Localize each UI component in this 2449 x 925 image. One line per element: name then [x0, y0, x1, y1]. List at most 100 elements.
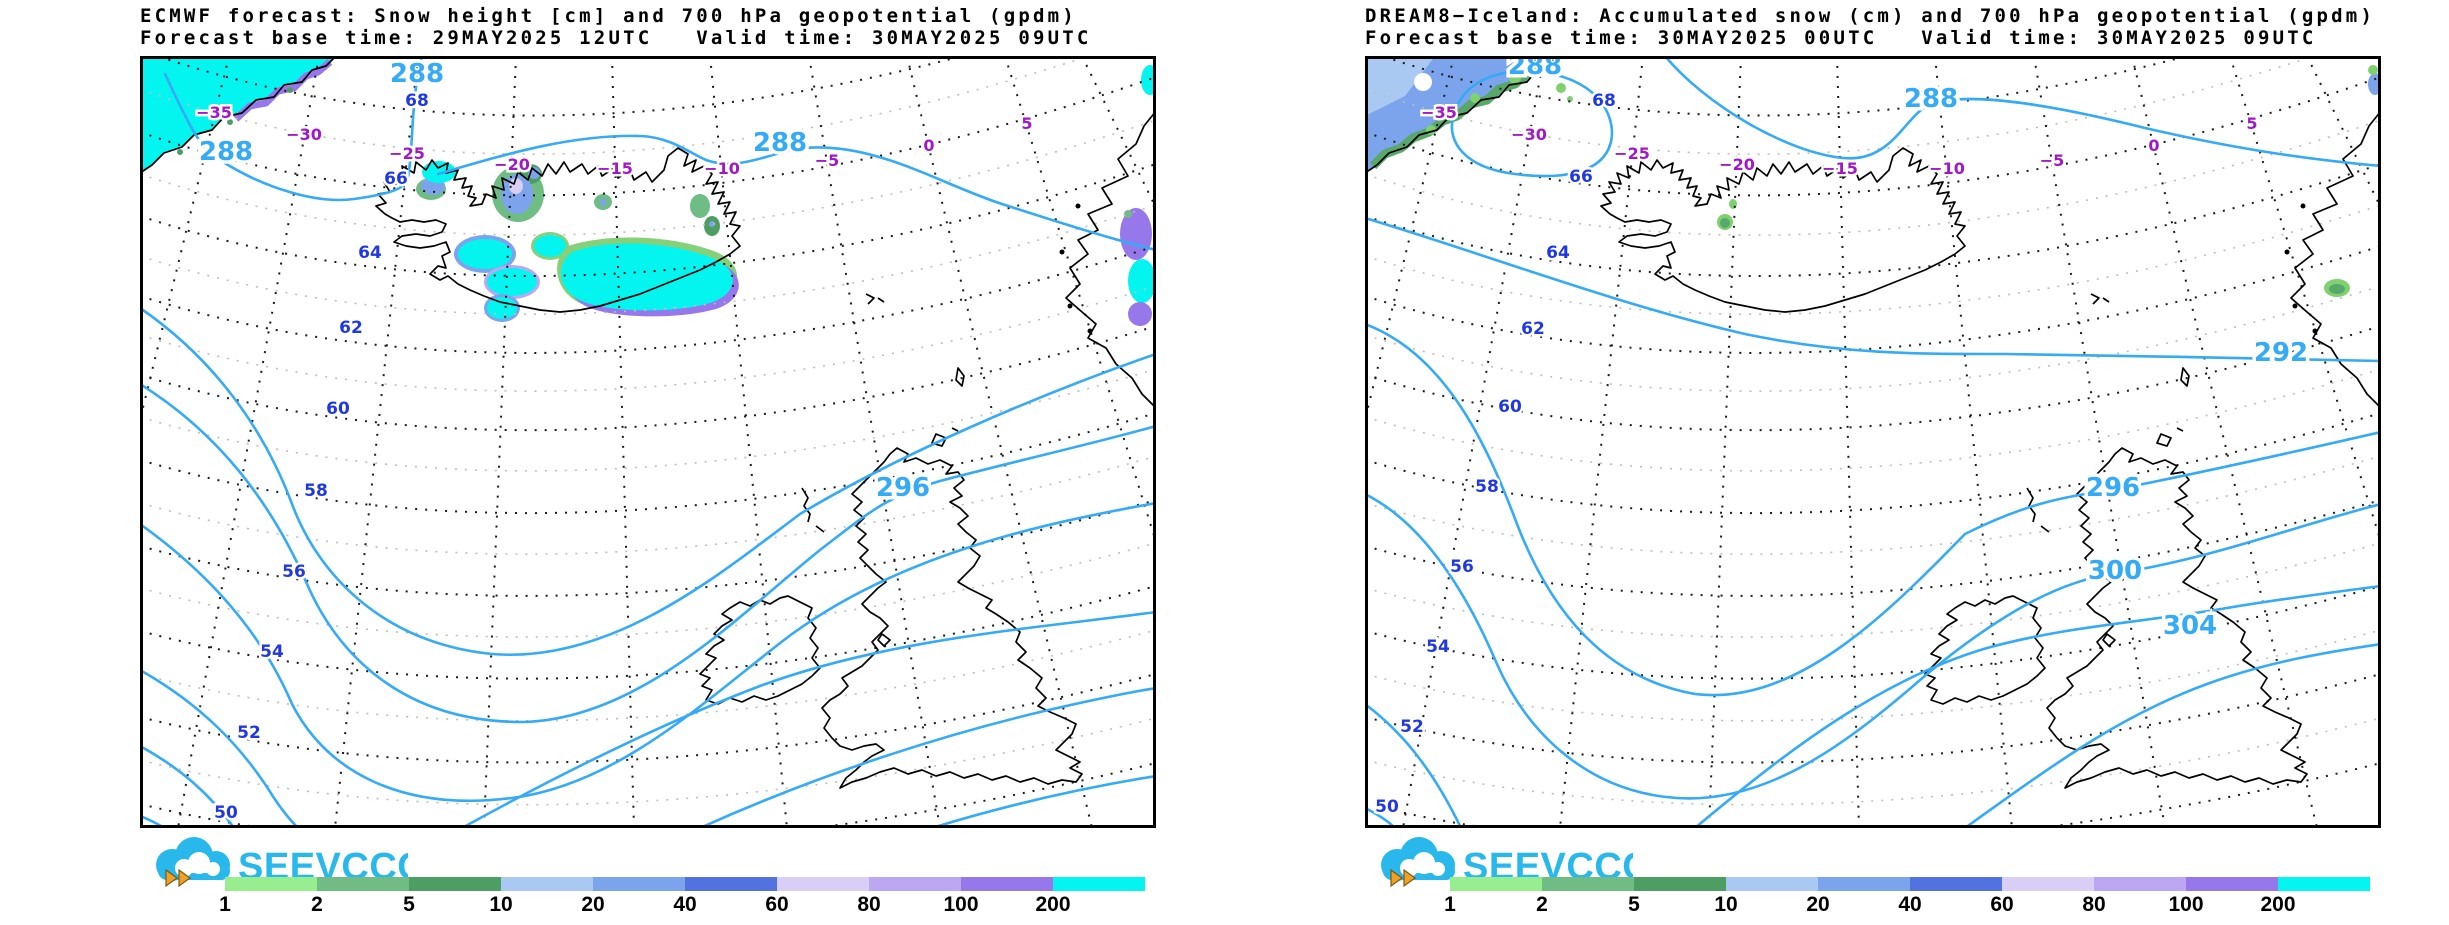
- colorbar-segment: [777, 877, 869, 891]
- colorbar-value-labels: 1 2 5 10 20 40 60 80 100 200: [1444, 891, 2370, 917]
- colorbar-label: 60: [765, 893, 789, 916]
- seevccc-cloud-icon: [156, 837, 230, 888]
- contour-labels: 288 288 288 296: [195, 56, 933, 507]
- latitude-label: 68: [1592, 91, 1616, 111]
- panel-title: ECMWF forecast: Snow height [cm] and 700…: [140, 5, 1077, 27]
- latitude-label: 50: [214, 803, 238, 823]
- longitude-label: −5: [2040, 151, 2065, 170]
- longitude-label: −20: [1719, 155, 1755, 174]
- latitude-label: 52: [237, 723, 261, 743]
- colorbar-label: 100: [2168, 893, 2204, 916]
- latitude-label: 60: [1498, 397, 1522, 417]
- longitude-label: −25: [1614, 144, 1650, 163]
- colorbar-label: 40: [1898, 893, 1922, 916]
- colorbar-segment: [869, 877, 961, 891]
- geopotential-label: 288: [1904, 84, 1958, 114]
- longitude-labels: −35 −30 −25 −20 −15 −10 −5 0 5: [1419, 101, 2260, 181]
- latitude-label: 54: [1426, 637, 1450, 657]
- geopotential-label: 288: [199, 137, 253, 167]
- colorbar-segment: [961, 877, 1053, 891]
- geopotential-label: 296: [876, 473, 930, 503]
- longitude-label: −10: [1929, 159, 1965, 178]
- longitude-label: −25: [389, 144, 425, 163]
- colorbar-label: 10: [489, 893, 513, 916]
- geopotential-label: 296: [2086, 473, 2140, 503]
- longitude-label: −35: [1421, 103, 1457, 122]
- latitude-label: 50: [1375, 797, 1399, 817]
- colorbar-segment: [409, 877, 501, 891]
- longitude-labels: −35 −30 −25 −20 −15 −10 −5 0 5: [194, 101, 1035, 181]
- latitude-label: 58: [1475, 477, 1499, 497]
- geopotential-label: 288: [1508, 56, 1562, 81]
- snow-field-iceland: [416, 161, 739, 322]
- snow-scale-colorbar: 1 2 5 10 20 40 60 80 100 200: [219, 877, 1145, 917]
- panel-dream8-iceland: DREAM8−Iceland: Accumulated snow (cm) an…: [1225, 0, 2449, 925]
- seevccc-cloud-icon: [1381, 837, 1455, 888]
- colorbar-segment: [317, 877, 409, 891]
- colorbar-segment: [2002, 877, 2094, 891]
- snow-field-iceland: [1717, 199, 1737, 230]
- longitude-label: −10: [704, 159, 740, 178]
- colorbar-segment: [2094, 877, 2186, 891]
- panel-subtitle: Forecast base time: 30MAY2025 00UTC Vali…: [1365, 27, 2317, 49]
- colorbar-segment: [1818, 877, 1910, 891]
- colorbar-segment: [1450, 877, 1542, 891]
- latitude-labels: 68 66 64 62 60 58 56 54 52 50: [212, 89, 432, 826]
- colorbar-label: 10: [1714, 893, 1738, 916]
- longitude-label: −30: [286, 125, 322, 144]
- panel-ecmwf: ECMWF forecast: Snow height [cm] and 700…: [0, 0, 1224, 925]
- latitude-label: 52: [1400, 717, 1424, 737]
- latitude-label: 64: [358, 243, 382, 263]
- colorbar-label: 5: [403, 893, 415, 916]
- longitude-label: −20: [494, 155, 530, 174]
- longitude-label: 5: [1021, 114, 1032, 133]
- colorbar-segment: [1634, 877, 1726, 891]
- colorbar-segment: [501, 877, 593, 891]
- latitude-label: 66: [1569, 167, 1593, 187]
- colorbar-label: 20: [581, 893, 605, 916]
- colorbar-label: 2: [1536, 893, 1548, 916]
- panel-title: DREAM8−Iceland: Accumulated snow (cm) an…: [1365, 5, 2376, 27]
- latitude-label: 66: [384, 169, 408, 189]
- colorbar-label: 200: [1035, 893, 1071, 916]
- map-border: [1365, 56, 2381, 828]
- longitude-label: −15: [597, 159, 633, 178]
- longitude-label: 0: [923, 136, 934, 155]
- geopotential-label: 288: [390, 59, 444, 89]
- longitude-label: −5: [815, 151, 840, 170]
- map-border: [140, 56, 1156, 828]
- latitude-label: 62: [339, 318, 363, 338]
- latitude-label: 64: [1546, 243, 1570, 263]
- latitude-labels: 68 66 64 62 60 58 56 54 52 50: [1373, 89, 1619, 820]
- colorbar-value-labels: 1 2 5 10 20 40 60 80 100 200: [219, 891, 1145, 917]
- colorbar-segment: [593, 877, 685, 891]
- colorbar-label: 1: [219, 893, 231, 916]
- contour-labels: 288 288 292 296 300 304: [1504, 56, 2311, 645]
- latitude-label: 60: [326, 399, 350, 419]
- colorbar-label: 80: [857, 893, 881, 916]
- latitude-label: 58: [304, 481, 328, 501]
- colorbar-swatches: [225, 877, 1145, 891]
- longitude-label: 0: [2148, 136, 2159, 155]
- snow-field-greenland: [140, 56, 336, 173]
- latitude-label: 56: [282, 562, 306, 582]
- colorbar-label: 20: [1806, 893, 1830, 916]
- geopotential-contours: [1365, 56, 2381, 828]
- colorbar-label: 200: [2260, 893, 2296, 916]
- snow-scale-colorbar: 1 2 5 10 20 40 60 80 100 200: [1444, 877, 2370, 917]
- geopotential-label: 304: [2163, 611, 2217, 641]
- longitude-label: −30: [1511, 125, 1547, 144]
- latitude-label: 62: [1521, 319, 1545, 339]
- colorbar-segment: [2186, 877, 2278, 891]
- colorbar-label: 80: [2082, 893, 2106, 916]
- colorbar-label: 1: [1444, 893, 1456, 916]
- longitude-label: −35: [196, 103, 232, 122]
- geopotential-contours: [140, 56, 1156, 828]
- colorbar-label: 5: [1628, 893, 1640, 916]
- colorbar-label: 2: [311, 893, 323, 916]
- snow-field-norway: [2324, 65, 2381, 297]
- colorbar-segment: [685, 877, 777, 891]
- colorbar-segment: [1910, 877, 2002, 891]
